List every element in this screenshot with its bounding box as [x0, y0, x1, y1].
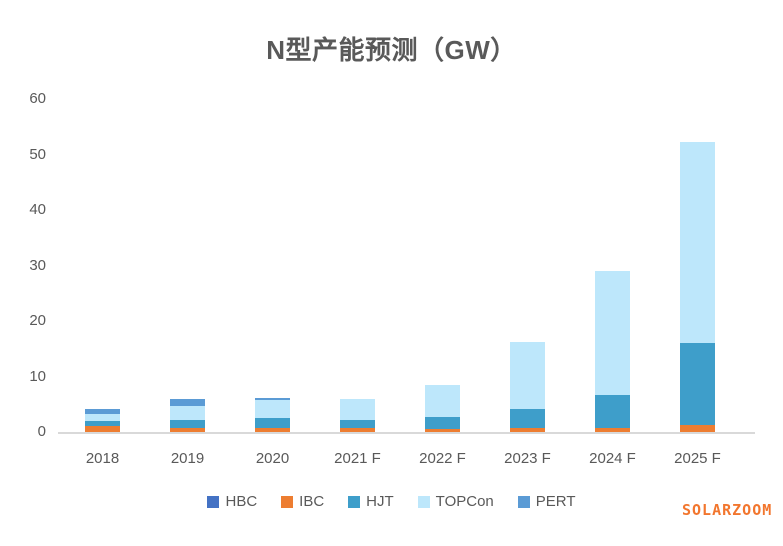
bar-2022-F — [425, 385, 460, 432]
bar-segment-IBC — [595, 428, 630, 432]
bar-segment-PERT — [255, 397, 290, 401]
legend-item-PERT: PERT — [517, 493, 576, 510]
legend-swatch-icon — [281, 495, 294, 508]
bar-segment-HJT — [340, 420, 375, 428]
bar-segment-HJT — [255, 417, 290, 428]
bar-segment-HJT — [85, 421, 120, 427]
bar-segment-HJT — [170, 420, 205, 428]
y-tick-label-60: 60 — [29, 90, 46, 107]
bar-segment-IBC — [680, 425, 715, 432]
bar-segment-HJT — [510, 409, 545, 429]
x-axis-label-2025-F: 2025 F — [674, 450, 721, 467]
bar-2019 — [170, 399, 205, 432]
chart-title: N型产能预测（GW） — [266, 35, 517, 65]
legend-item-HBC: HBC — [207, 493, 257, 510]
x-axis-label-2024-F: 2024 F — [589, 450, 636, 467]
legend-swatch-icon — [207, 495, 220, 508]
legend-label: HJT — [366, 493, 394, 510]
x-axis-line — [58, 432, 755, 434]
x-axis-label-2018: 2018 — [85, 450, 120, 467]
bar-segment-IBC — [170, 427, 205, 432]
x-axis-label-2022-F: 2022 F — [419, 450, 466, 467]
bar-segment-TOPCon — [680, 141, 715, 344]
y-tick-label-10: 10 — [29, 367, 46, 385]
legend-label: PERT — [535, 493, 576, 510]
bar-segment-TOPCon — [425, 385, 460, 418]
bar-segment-TOPCon — [595, 271, 630, 395]
bar-segment-TOPCon — [510, 341, 545, 410]
bar-2020 — [255, 397, 290, 432]
bar-segment-HJT — [680, 343, 715, 426]
legend-label: HBC — [225, 493, 258, 510]
x-axis-label-2023-F: 2023 F — [504, 450, 551, 467]
bar-segment-TOPCon — [85, 414, 120, 422]
legend-label: IBC — [299, 493, 325, 510]
legend-item-IBC: IBC — [281, 493, 324, 510]
legend-swatch-icon — [517, 495, 530, 508]
x-axis-label-2021-F: 2021 F — [334, 450, 381, 467]
bar-2021-F — [340, 399, 375, 432]
y-tick-label-0: 0 — [37, 423, 46, 440]
legend-swatch-icon — [348, 495, 361, 508]
x-axis-label-2019: 2019 — [170, 450, 205, 467]
bar-segment-HJT — [595, 394, 630, 429]
bar-segment-IBC — [255, 427, 290, 432]
bar-2024-F — [595, 271, 630, 432]
bar-2018 — [85, 408, 120, 432]
bar-segment-IBC — [510, 428, 545, 432]
y-tick-label-30: 30 — [29, 256, 46, 274]
solarzoom-watermark: SOLARZOOM — [682, 501, 773, 519]
bar-2025-F — [680, 141, 715, 432]
bar-segment-TOPCon — [340, 399, 375, 421]
legend-item-TOPCon: TOPCon — [417, 493, 494, 510]
y-tick-label-40: 40 — [29, 201, 46, 218]
chart-legend: HBC IBC HJT TOPCon PERT — [0, 493, 783, 510]
legend-label: TOPCon — [435, 493, 494, 510]
bar-segment-HJT — [425, 417, 460, 429]
x-axis-label-2020: 2020 — [255, 450, 290, 467]
y-tick-label-50: 50 — [29, 145, 46, 163]
bar-2023-F — [510, 341, 545, 432]
bar-segment-PERT — [170, 399, 205, 406]
bar-segment-TOPCon — [170, 405, 205, 421]
bar-segment-IBC — [85, 426, 120, 432]
y-tick-label-20: 20 — [29, 312, 46, 329]
bar-segment-PERT — [85, 408, 120, 415]
bar-segment-IBC — [425, 428, 460, 432]
legend-swatch-icon — [417, 495, 430, 508]
bar-segment-TOPCon — [255, 400, 290, 418]
legend-item-HJT: HJT — [348, 493, 394, 510]
bar-segment-IBC — [340, 427, 375, 432]
